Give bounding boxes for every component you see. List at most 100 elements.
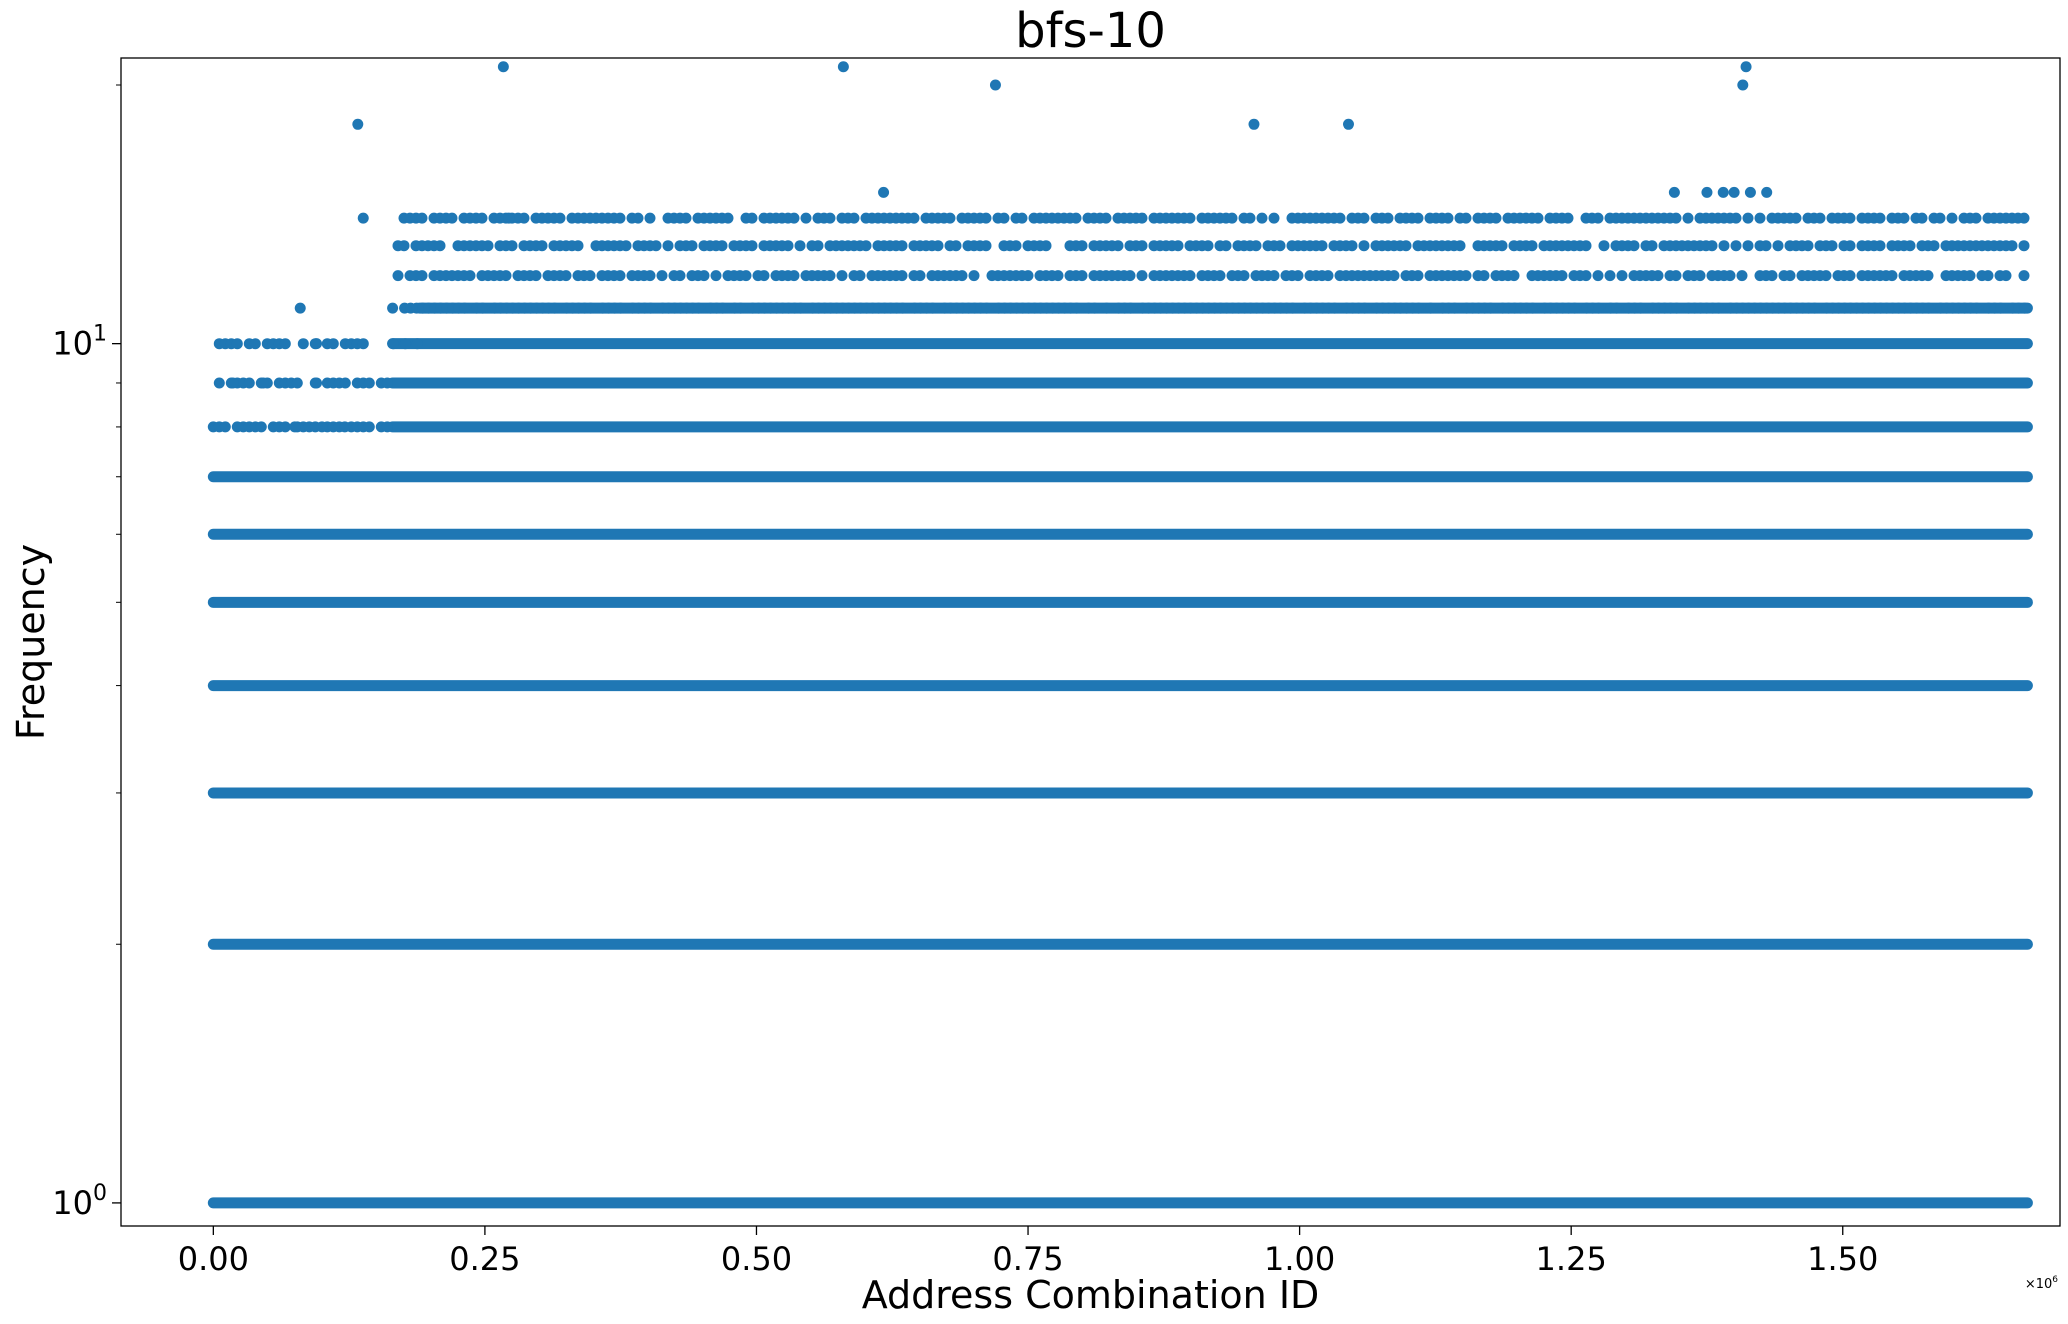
data-point bbox=[1089, 302, 1101, 314]
data-point bbox=[674, 270, 686, 282]
data-point bbox=[1316, 240, 1328, 252]
data-point bbox=[950, 240, 962, 252]
data-point bbox=[981, 302, 993, 314]
data-point bbox=[782, 240, 794, 252]
data-point bbox=[518, 212, 530, 224]
data-point bbox=[1136, 270, 1148, 282]
data-point bbox=[1744, 186, 1756, 198]
data-point bbox=[896, 270, 908, 282]
data-point bbox=[381, 377, 393, 389]
data-point bbox=[219, 421, 231, 433]
data-point bbox=[2018, 240, 2030, 252]
data-point bbox=[1244, 212, 1256, 224]
data-point bbox=[560, 270, 572, 282]
data-point bbox=[1532, 212, 1544, 224]
data-point bbox=[1784, 270, 1796, 282]
data-point bbox=[482, 240, 494, 252]
data-point bbox=[411, 338, 423, 350]
data-point bbox=[1826, 240, 1838, 252]
data-point bbox=[956, 270, 968, 282]
data-point bbox=[944, 212, 956, 224]
data-point bbox=[1071, 302, 1083, 314]
data-point bbox=[572, 240, 584, 252]
data-point bbox=[980, 240, 992, 252]
data-point bbox=[503, 212, 515, 224]
data-point bbox=[1593, 302, 1605, 314]
data-point bbox=[1238, 270, 1250, 282]
data-point bbox=[908, 212, 920, 224]
data-point bbox=[1724, 270, 1736, 282]
data-point bbox=[662, 240, 674, 252]
y-tick-label: 101 bbox=[52, 322, 107, 363]
data-point bbox=[1844, 212, 1856, 224]
data-point bbox=[1070, 212, 1082, 224]
data-point bbox=[398, 240, 410, 252]
data-point bbox=[1358, 212, 1370, 224]
data-point bbox=[1844, 270, 1856, 282]
data-point bbox=[1442, 212, 1454, 224]
data-point bbox=[279, 338, 291, 350]
data-point bbox=[1526, 240, 1538, 252]
data-point bbox=[824, 212, 836, 224]
data-point bbox=[536, 240, 548, 252]
x-tick-label: 1.25 bbox=[1536, 1240, 1607, 1278]
data-point bbox=[1898, 212, 1910, 224]
data-point bbox=[1736, 270, 1748, 282]
data-point bbox=[1076, 240, 1088, 252]
data-point bbox=[1292, 270, 1304, 282]
data-point bbox=[2019, 302, 2031, 314]
data-point bbox=[1802, 240, 1814, 252]
data-point bbox=[1508, 270, 1520, 282]
data-point bbox=[1256, 212, 1268, 224]
data-point bbox=[1214, 270, 1226, 282]
data-point bbox=[477, 302, 489, 314]
y-tick-label: 100 bbox=[52, 1181, 107, 1222]
data-point bbox=[1604, 270, 1616, 282]
data-point bbox=[1322, 270, 1334, 282]
data-point bbox=[352, 118, 364, 130]
chart-title: bfs-10 bbox=[1015, 3, 1166, 59]
data-point bbox=[980, 212, 992, 224]
data-point bbox=[357, 338, 369, 350]
y-tick-exponent: 0 bbox=[93, 1181, 107, 1206]
data-point bbox=[500, 270, 512, 282]
data-point bbox=[837, 61, 849, 73]
data-point bbox=[998, 212, 1010, 224]
data-point bbox=[1358, 240, 1370, 252]
data-point bbox=[1754, 212, 1766, 224]
data-point bbox=[1628, 240, 1640, 252]
data-point bbox=[1400, 240, 1412, 252]
data-point bbox=[392, 270, 404, 282]
sparse-band-y-12 bbox=[392, 270, 2030, 282]
data-point bbox=[476, 212, 488, 224]
data-point bbox=[294, 302, 306, 314]
data-point bbox=[1485, 302, 1497, 314]
data-point bbox=[758, 270, 770, 282]
data-point bbox=[1274, 240, 1286, 252]
data-point bbox=[1820, 270, 1832, 282]
data-point bbox=[1971, 302, 1983, 314]
data-point bbox=[585, 302, 597, 314]
data-point bbox=[693, 302, 705, 314]
data-point bbox=[1730, 240, 1742, 252]
data-point bbox=[1052, 270, 1064, 282]
data-point bbox=[1010, 240, 1022, 252]
data-point bbox=[1346, 240, 1358, 252]
data-point bbox=[878, 186, 890, 198]
y-axis-minor-ticks bbox=[116, 84, 121, 945]
data-point bbox=[1562, 212, 1574, 224]
data-point bbox=[249, 338, 261, 350]
data-point bbox=[1388, 270, 1400, 282]
data-point bbox=[1248, 118, 1260, 130]
data-point bbox=[316, 421, 328, 433]
x-tick-label: 0.50 bbox=[721, 1240, 792, 1278]
data-point bbox=[897, 302, 909, 314]
data-point bbox=[1076, 270, 1088, 282]
data-point bbox=[387, 338, 399, 350]
data-point bbox=[1611, 302, 1623, 314]
data-point bbox=[446, 212, 458, 224]
data-point bbox=[1668, 186, 1680, 198]
data-point bbox=[1413, 302, 1425, 314]
